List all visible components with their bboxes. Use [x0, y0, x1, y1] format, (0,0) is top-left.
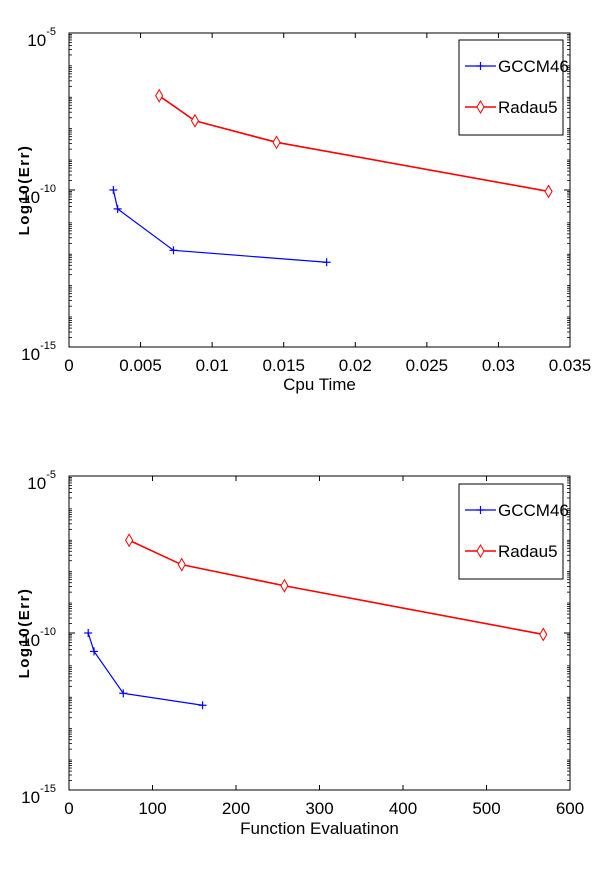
legend: GCCM46 Radau5	[458, 39, 569, 136]
y-axis-label: Log10(Err)	[16, 145, 33, 236]
legend-box	[458, 483, 564, 580]
data-point	[169, 246, 178, 255]
x-tick-label: 0.01	[196, 356, 229, 375]
x-tick-label: 500	[472, 799, 500, 818]
y-tick-base: 10	[21, 788, 40, 807]
legend-label: Radau5	[498, 98, 558, 117]
x-tick-label: 0.005	[119, 356, 162, 375]
data-point	[198, 701, 207, 710]
y-tick-exponent: -10	[40, 183, 56, 195]
data-point	[272, 135, 281, 150]
data-point	[90, 647, 99, 656]
x-tick-label: 0	[64, 799, 73, 818]
y-tick-label: 10-10	[21, 626, 56, 650]
data-point	[84, 629, 93, 637]
data-point	[177, 557, 186, 572]
x-tick-label: 0.03	[482, 356, 515, 375]
legend-label: GCCM46	[498, 57, 569, 76]
data-point	[280, 578, 289, 593]
data-point	[155, 88, 164, 103]
x-tick-label: 0.015	[262, 356, 305, 375]
x-axis-label: Function Evaluatinon	[240, 819, 399, 838]
series-line-gccm46	[112, 189, 327, 263]
legend-box	[458, 39, 564, 136]
x-tick-label: 600	[556, 799, 584, 818]
y-tick-label: 10-10	[21, 183, 56, 207]
x-tick-label: 0.035	[549, 356, 592, 375]
y-tick-exponent: -10	[40, 626, 56, 638]
y-tick-exponent: -15	[40, 783, 56, 795]
data-point	[113, 204, 122, 213]
y-tick-exponent: -5	[46, 26, 56, 38]
data-point	[119, 689, 128, 698]
y-tick-exponent: -5	[46, 469, 56, 481]
cpu-time-chart: 0 0.005 0.01 0.015 0.02 0.025 0.03 0.03510-510-…	[16, 26, 591, 394]
data-point	[125, 533, 134, 548]
x-tick-label: 200	[222, 799, 250, 818]
x-tick-label: 100	[138, 799, 166, 818]
function-evaluation-chart: 0 100 200 300 400 500 60010-510-1010-15Functio…	[16, 469, 584, 838]
y-tick-label: 10-5	[27, 469, 56, 493]
y-tick-base: 10	[27, 474, 46, 493]
y-tick-base: 10	[27, 31, 46, 50]
legend-marker	[476, 544, 485, 558]
y-tick-base: 10	[21, 188, 40, 207]
y-tick-label: 10-5	[27, 26, 56, 50]
x-tick-label: 0.025	[406, 356, 449, 375]
y-tick-label: 10-15	[21, 340, 56, 364]
data-point	[109, 186, 118, 194]
y-tick-exponent: -15	[40, 340, 56, 352]
series-line-radau5	[128, 539, 544, 636]
series-line-gccm46	[87, 632, 203, 706]
x-axis-label: Cpu Time	[283, 375, 356, 394]
legend: GCCM46 Radau5	[458, 483, 569, 580]
y-tick-label: 10-15	[21, 783, 56, 807]
legend-label: Radau5	[498, 542, 558, 561]
y-tick-base: 10	[21, 631, 40, 650]
y-tick-base: 10	[21, 345, 40, 364]
y-axis-label: Log10(Err)	[16, 588, 33, 679]
x-tick-label: 400	[389, 799, 417, 818]
x-tick-label: 0.02	[339, 356, 372, 375]
data-point	[190, 113, 200, 128]
legend-label: GCCM46	[498, 501, 569, 520]
legend-marker	[476, 100, 485, 114]
series-line-radau5	[158, 95, 549, 193]
data-point	[322, 258, 331, 267]
data-point	[539, 627, 548, 642]
x-tick-label: 0	[64, 356, 73, 375]
x-tick-label: 300	[305, 799, 333, 818]
data-point	[544, 184, 553, 199]
